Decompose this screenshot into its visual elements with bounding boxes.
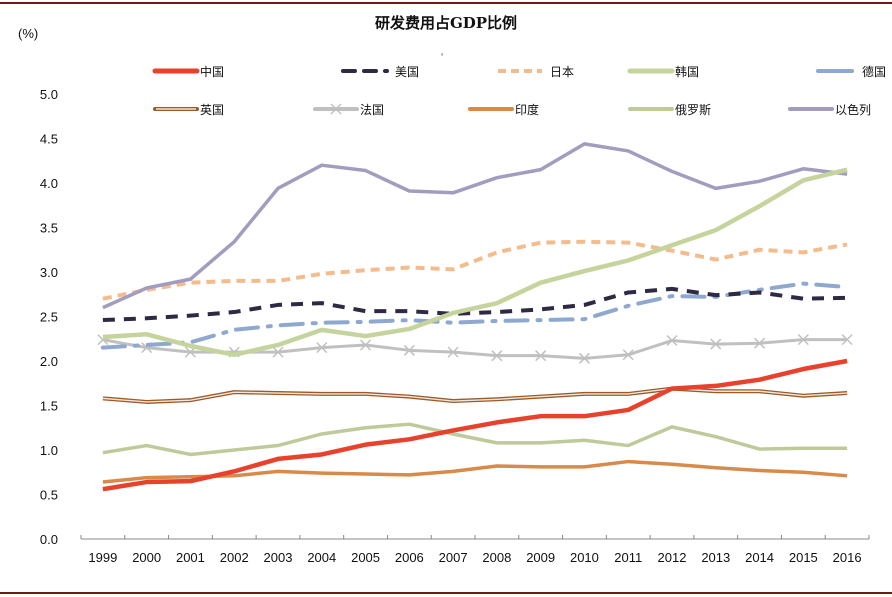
series-line-inner	[102, 387, 848, 403]
y-axis-unit-label: (%)	[18, 26, 39, 41]
series-以色列	[102, 142, 848, 310]
series-line	[102, 239, 848, 301]
data-point	[447, 346, 459, 358]
y-tick-label: 3.5	[40, 221, 58, 236]
data-point	[666, 334, 678, 347]
series-中国	[102, 358, 848, 492]
legend-label: 印度	[515, 102, 539, 117]
data-point	[316, 342, 328, 354]
top-rule	[0, 2, 892, 4]
x-tick-label: 2009	[526, 550, 555, 565]
y-tick-label: 4.0	[40, 176, 58, 191]
data-point	[710, 338, 722, 350]
x-tick-label: 2000	[132, 550, 161, 565]
legend-item-印度: 印度	[468, 102, 539, 117]
x-tick-label: 2011	[614, 550, 642, 565]
x-tick-label: 2004	[307, 550, 336, 565]
y-tick-label: 5.0	[40, 87, 58, 102]
series-line	[102, 459, 848, 484]
legend-marker	[330, 103, 342, 115]
data-point	[491, 350, 503, 362]
x-axis: 1999 2000 2001 2002 2003 2004 2005 2006 2007 2008…	[80, 535, 870, 565]
series-韩国	[102, 167, 848, 358]
legend-label: 英国	[200, 103, 224, 117]
series-俄罗斯	[102, 422, 848, 457]
series-美国	[102, 286, 848, 323]
legend-label: 韩国	[675, 64, 699, 79]
x-tick-label: 2002	[220, 550, 249, 565]
x-tick-label: 2008	[482, 550, 511, 565]
x-tick-label: 1999	[88, 550, 117, 565]
x-tick-label: 2014	[745, 550, 774, 565]
series-line	[102, 286, 848, 323]
legend-label: 美国	[395, 65, 419, 79]
series-line	[102, 142, 848, 310]
y-tick-label: 4.5	[40, 132, 58, 147]
legend-item-法国: 法国	[313, 103, 384, 117]
data-point	[622, 349, 634, 361]
bottom-rule	[0, 592, 892, 594]
legend-item-以色列: 以色列	[788, 103, 871, 117]
series-日本	[102, 239, 848, 301]
series-line	[102, 358, 848, 492]
legend-item-韩国: 韩国	[627, 64, 699, 79]
series-印度	[102, 459, 848, 484]
x-tick-label: 2001	[176, 550, 205, 565]
x-tick-label: 2005	[351, 550, 380, 565]
data-point	[578, 352, 590, 364]
legend-item-美国: 美国	[341, 65, 419, 79]
chart-title: 研发费用占GDP比例	[374, 14, 518, 32]
y-tick-label: 1.0	[40, 443, 58, 458]
x-tick-label: 2012	[658, 550, 687, 565]
data-point	[841, 334, 853, 346]
x-tick-label: 2016	[833, 550, 862, 565]
legend-item-英国: 英国	[153, 103, 224, 117]
y-tick-label: 3.0	[40, 265, 58, 280]
legend-item-德国: 德国	[816, 64, 886, 79]
legend-item-中国: 中国	[152, 64, 224, 79]
series-layer	[97, 142, 853, 492]
x-tick-label: 2015	[789, 550, 818, 565]
series-英国	[102, 386, 848, 404]
y-tick-label: 0.0	[40, 532, 58, 547]
x-tick-label: 2007	[439, 550, 468, 565]
x-tick-label: 2006	[395, 550, 424, 565]
series-line	[100, 281, 850, 350]
series-line	[102, 167, 848, 358]
x-tick-label: 2010	[570, 550, 599, 565]
y-tick-label: 2.5	[40, 310, 58, 325]
legend-label: 日本	[550, 65, 574, 79]
y-tick-label: 2.0	[40, 354, 58, 369]
data-point	[797, 334, 809, 346]
legend-label: 法国	[360, 103, 384, 117]
legend-item-俄罗斯: 俄罗斯	[628, 103, 711, 117]
y-tick-label: 1.5	[40, 399, 58, 414]
data-point	[403, 344, 415, 356]
series-line	[102, 422, 848, 457]
data-point	[272, 346, 284, 358]
legend-label: 中国	[200, 64, 224, 79]
data-point	[754, 337, 766, 349]
series-德国	[100, 281, 850, 350]
stray-mark: ‘	[441, 52, 444, 63]
y-axis: 0.0 0.5 1.0 1.5 2.0 2.5 3.0 3.5 4.0 4.5 5.0	[40, 87, 58, 547]
y-tick-label: 0.5	[40, 488, 58, 503]
legend-label: 俄罗斯	[675, 103, 711, 117]
legend-item-日本: 日本	[498, 65, 574, 79]
legend-label: 以色列	[835, 103, 871, 117]
data-point	[360, 339, 372, 351]
x-tick-label: 2003	[264, 550, 293, 565]
legend-label: 德国	[862, 64, 886, 79]
x-tick-label: 2013	[701, 550, 730, 565]
data-point	[535, 350, 547, 362]
